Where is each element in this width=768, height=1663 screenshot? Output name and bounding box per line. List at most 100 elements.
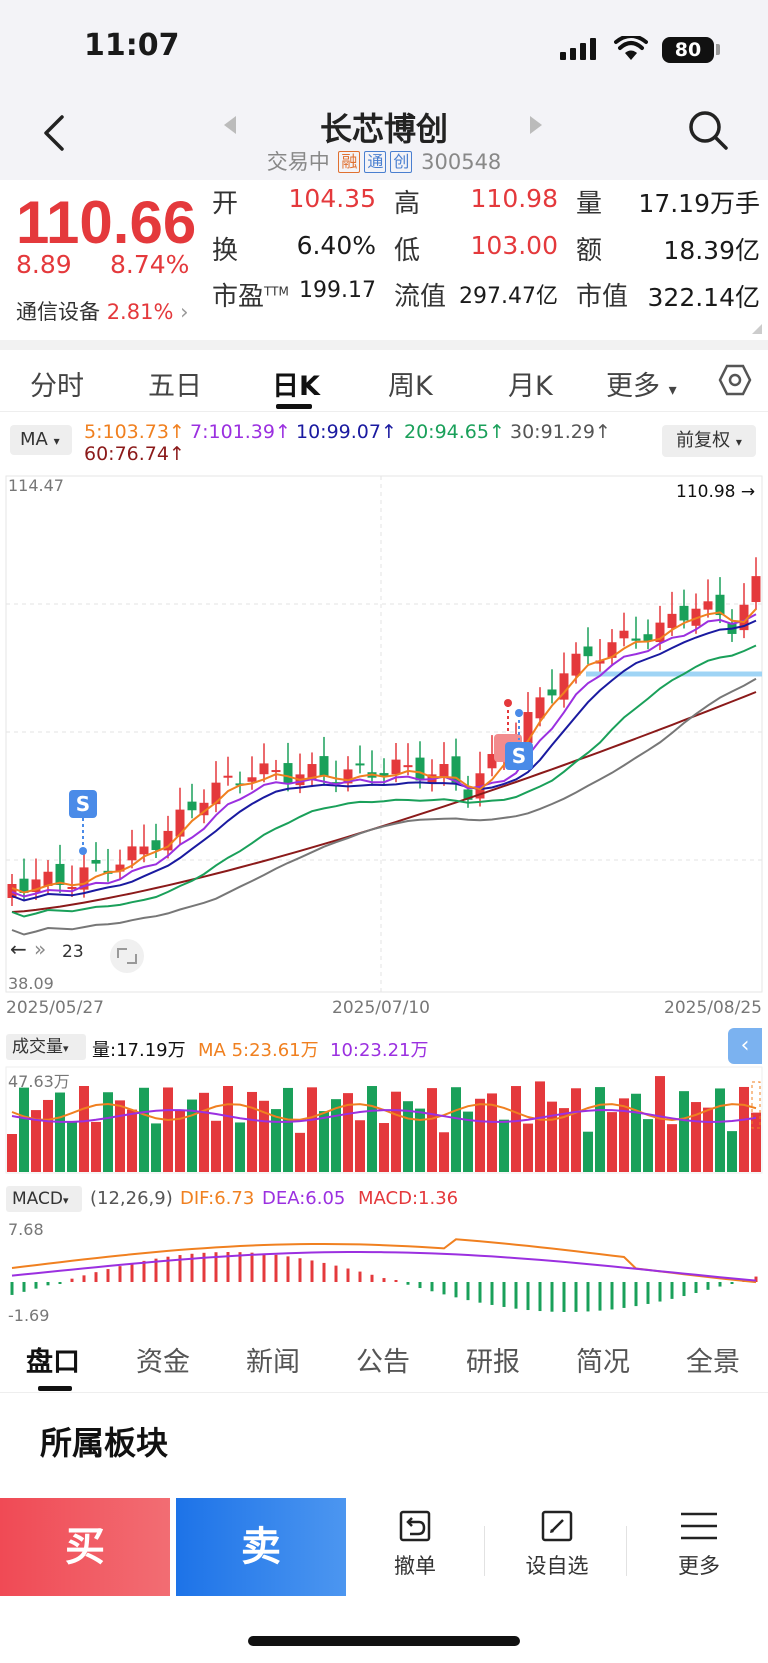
search-icon[interactable] xyxy=(686,108,730,152)
sector-link[interactable]: 通信设备 2.81% › xyxy=(16,296,189,326)
chart-nav-left[interactable]: ← » xyxy=(10,937,46,961)
volume-bar xyxy=(211,1120,221,1172)
more-actions-button[interactable]: 更多 xyxy=(644,1508,754,1580)
candle xyxy=(163,830,173,851)
value-market-cap: 322.14亿 xyxy=(647,283,760,312)
macd-bar xyxy=(718,1282,722,1287)
macd-bar xyxy=(610,1282,614,1310)
collapse-panel-button[interactable]: ‹ xyxy=(728,1028,762,1064)
fullscreen-icon[interactable] xyxy=(110,939,144,973)
sector-name: 通信设备 xyxy=(16,300,100,324)
tab-news[interactable]: 新闻 xyxy=(246,1347,300,1378)
next-stock-arrow-icon[interactable] xyxy=(530,116,542,134)
expand-corner-icon[interactable] xyxy=(752,324,762,334)
ma20-line xyxy=(11,644,757,918)
value-turnover: 6.40% xyxy=(296,231,376,260)
tab-weekly-k[interactable]: 周K xyxy=(388,371,433,402)
volume-bar xyxy=(595,1087,605,1172)
add-watchlist-button[interactable]: 设自选 xyxy=(502,1508,612,1580)
volume-bar xyxy=(271,1109,281,1172)
volume-bar xyxy=(259,1100,269,1172)
tab-intraday[interactable]: 分时 xyxy=(30,371,84,402)
volume-bar xyxy=(583,1131,593,1172)
macd-bar xyxy=(262,1253,266,1282)
candle xyxy=(703,601,713,610)
macd-bar xyxy=(586,1282,590,1312)
tab-daily-k[interactable]: 日K xyxy=(272,371,320,402)
candle xyxy=(19,878,29,893)
tab-orderbook[interactable]: 盘口 xyxy=(26,1347,80,1378)
volume-bar xyxy=(679,1091,689,1172)
macd-selector[interactable]: MACD▾ xyxy=(6,1186,82,1212)
label-amount: 额 xyxy=(576,236,603,266)
value-low: 103.00 xyxy=(470,231,558,260)
volume-bar xyxy=(751,1112,761,1172)
macd-bar xyxy=(562,1282,566,1312)
macd-bar xyxy=(418,1282,422,1289)
macd-chart[interactable] xyxy=(0,1214,768,1324)
volume-bar xyxy=(463,1111,473,1172)
adjust-selector[interactable]: 前复权 ▾ xyxy=(662,425,756,457)
candle xyxy=(343,769,353,784)
volume-bar xyxy=(535,1081,545,1172)
tab-announcements[interactable]: 公告 xyxy=(356,1347,410,1378)
signal-marker-2[interactable]: S xyxy=(494,699,533,770)
candle xyxy=(571,653,581,676)
trading-status: 交易中 xyxy=(266,150,330,174)
prev-stock-arrow-icon[interactable] xyxy=(224,116,236,134)
tab-profile[interactable]: 简况 xyxy=(576,1347,630,1378)
value-volume: 17.19万手 xyxy=(638,189,760,218)
volume-selector[interactable]: 成交量▾ xyxy=(6,1034,86,1060)
volume-bar xyxy=(187,1099,197,1172)
cancel-order-button[interactable]: 撤单 xyxy=(360,1508,470,1580)
buy-button[interactable]: 买 xyxy=(0,1498,170,1596)
tag-chinext: 创 xyxy=(390,151,413,173)
volume-bar xyxy=(439,1132,449,1172)
macd-bar xyxy=(334,1265,338,1282)
settings-hexagon-icon[interactable] xyxy=(718,364,752,396)
candle xyxy=(715,594,725,616)
menu-icon xyxy=(681,1512,717,1540)
period-tabs: 分时 五日 日K 周K 月K 更多 ▾ xyxy=(0,350,768,412)
volume-bar xyxy=(631,1093,641,1172)
candle xyxy=(319,756,329,777)
ma-selector[interactable]: MA ▾ xyxy=(10,425,72,455)
candle xyxy=(127,846,137,861)
kline-y-max: 114.47 xyxy=(8,476,64,495)
back-arrow-icon[interactable] xyxy=(36,113,76,153)
volume-bar xyxy=(691,1102,701,1172)
tab-divider xyxy=(0,1392,768,1393)
trade-action-bar: 买 卖 撤单 设自选 更多 xyxy=(0,1498,768,1598)
kline-y-min: 38.09 xyxy=(8,974,54,993)
ma7-value: 7:101.39↑ xyxy=(190,421,291,443)
volume-bar xyxy=(43,1099,53,1172)
volume-chart[interactable] xyxy=(0,1066,768,1174)
tab-capital[interactable]: 资金 xyxy=(136,1347,190,1378)
ma60-value: 60:76.74↑ xyxy=(84,443,185,465)
tab-research[interactable]: 研报 xyxy=(466,1347,520,1378)
volume-bar xyxy=(103,1092,113,1172)
macd-bar xyxy=(34,1282,38,1289)
candle xyxy=(595,660,605,664)
ma30-line xyxy=(11,677,757,936)
tab-five-day[interactable]: 五日 xyxy=(148,371,202,402)
volume-bar xyxy=(79,1086,89,1172)
candle xyxy=(307,764,317,780)
macd-dea: DEA:6.05 xyxy=(262,1188,346,1209)
sell-button[interactable]: 卖 xyxy=(176,1498,346,1596)
macd-bar xyxy=(406,1282,410,1285)
macd-hist: MACD:1.36 xyxy=(358,1188,459,1209)
ma30-value: 30:91.29↑ xyxy=(510,421,611,443)
tab-overview[interactable]: 全景 xyxy=(686,1347,740,1378)
kline-chart[interactable]: S S ← » xyxy=(0,474,768,994)
macd-bar xyxy=(670,1282,674,1299)
volume-bar xyxy=(19,1087,29,1172)
macd-bar xyxy=(634,1282,638,1307)
left-nav-count: 23 xyxy=(62,942,84,962)
signal-letter: S xyxy=(76,792,90,816)
tab-monthly-k[interactable]: 月K xyxy=(508,371,553,402)
volume-bar xyxy=(7,1134,17,1172)
svg-text:←: ← xyxy=(10,937,27,961)
tab-more[interactable]: 更多 ▾ xyxy=(606,371,677,402)
signal-marker-1[interactable]: S xyxy=(69,790,97,855)
